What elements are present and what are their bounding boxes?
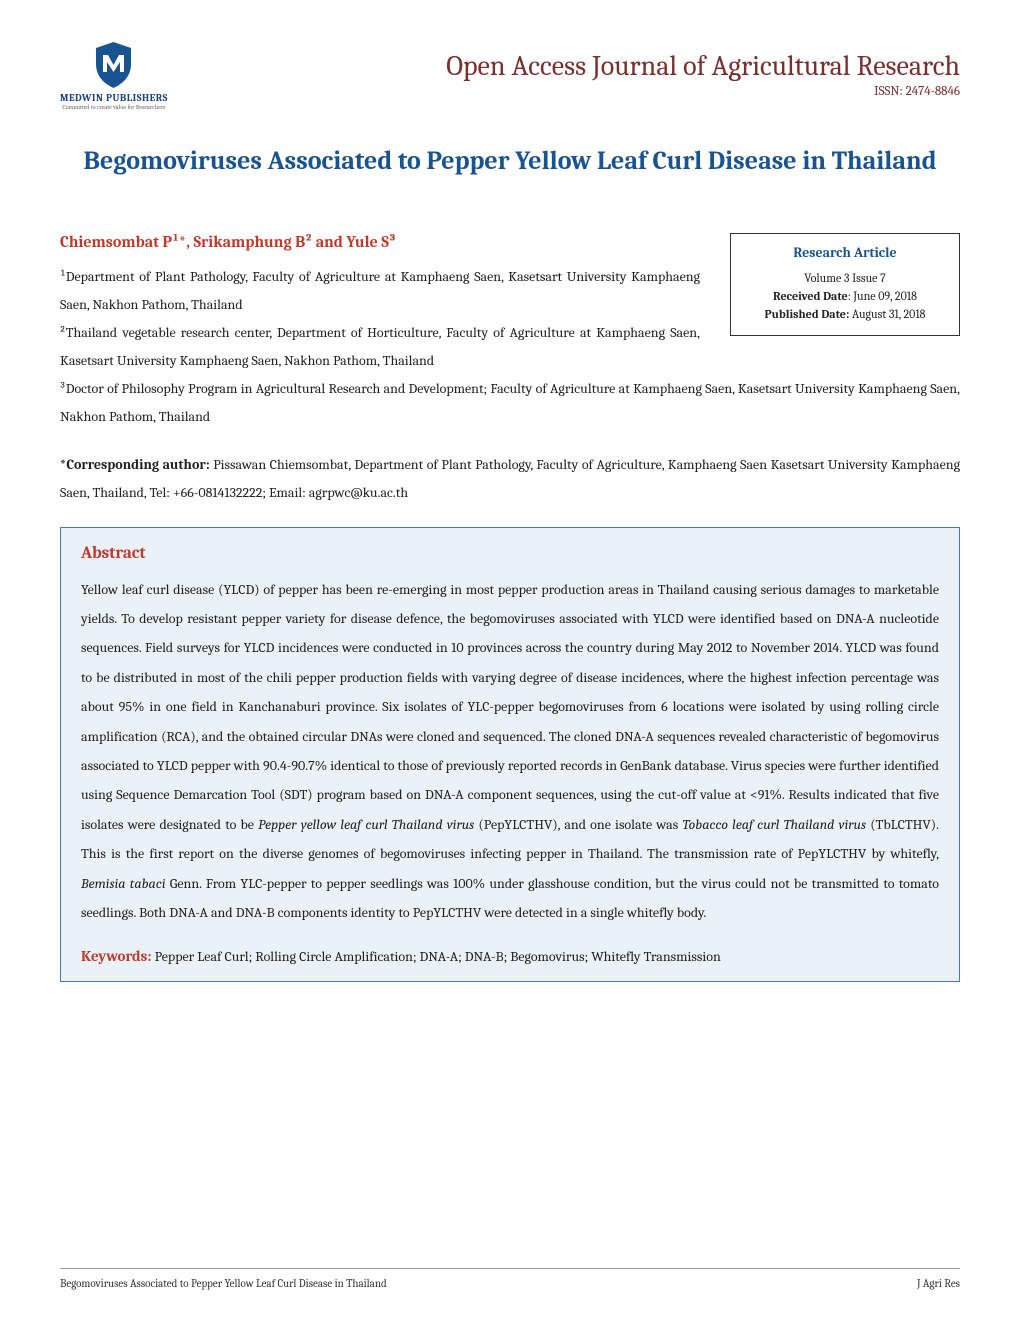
published-date: Published Date: August 31, 2018	[743, 307, 947, 321]
corresponding-author: *Corresponding author: Pissawan Chiemsom…	[60, 451, 960, 507]
abstract-box: Abstract Yellow leaf curl disease (YLCD)…	[60, 527, 960, 983]
footer-left: Begomoviruses Associated to Pepper Yello…	[60, 1277, 387, 1290]
journal-title-section: Open Access Journal of Agricultural Rese…	[198, 40, 960, 99]
page-header: MEDWIN PUBLISHERS Committed to create va…	[60, 40, 960, 111]
abstract-italic-3: Bemisia tabaci	[81, 875, 166, 892]
publisher-name: MEDWIN PUBLISHERS	[60, 92, 168, 104]
abstract-italic-2: Tobacco leaf curl Thailand virus	[682, 816, 866, 833]
abstract-part-2: (PepYLCTHV), and one isolate was	[474, 816, 682, 833]
keywords-text: Pepper Leaf Curl; Rolling Circle Amplifi…	[151, 948, 720, 965]
corresponding-label: *Corresponding author:	[60, 456, 210, 473]
received-value: : June 09, 2018	[848, 289, 917, 303]
logo-shield-icon	[91, 40, 136, 90]
article-title: Begomoviruses Associated to Pepper Yello…	[60, 141, 960, 183]
affiliation-3: ³Doctor of Philosophy Program in Agricul…	[60, 380, 960, 425]
volume-issue: Volume 3 Issue 7	[743, 271, 947, 285]
published-label: Published Date:	[764, 307, 849, 321]
article-type: Research Article	[743, 244, 947, 261]
authors-section: Chiemsombat P¹*, Srikamphung B² and Yule…	[60, 233, 960, 507]
abstract-italic-1: Pepper yellow leaf curl Thailand virus	[258, 816, 474, 833]
page-footer: Begomoviruses Associated to Pepper Yello…	[60, 1268, 960, 1290]
published-value: August 31, 2018	[849, 307, 925, 321]
publisher-tagline: Committed to create value for Researcher…	[63, 104, 166, 111]
footer-right: J Agri Res	[917, 1277, 960, 1290]
publisher-logo: MEDWIN PUBLISHERS Committed to create va…	[60, 40, 168, 111]
abstract-title: Abstract	[81, 544, 939, 563]
received-date: Received Date: June 09, 2018	[743, 289, 947, 303]
affiliation-1: ¹Department of Plant Pathology, Faculty …	[60, 268, 700, 313]
article-info-box: Research Article Volume 3 Issue 7 Receiv…	[730, 233, 960, 336]
journal-issn: ISSN: 2474-8846	[198, 84, 960, 99]
journal-title: Open Access Journal of Agricultural Rese…	[198, 50, 960, 82]
keywords-label: Keywords:	[81, 947, 151, 965]
keywords-line: Keywords: Pepper Leaf Curl; Rolling Circ…	[81, 947, 939, 965]
authors-line: Chiemsombat P¹*, Srikamphung B² and Yule…	[60, 233, 700, 251]
abstract-part-1: Yellow leaf curl disease (YLCD) of peppe…	[81, 581, 939, 833]
affiliation-2-part1: ²Thailand vegetable research center, Dep…	[60, 324, 700, 369]
abstract-text: Yellow leaf curl disease (YLCD) of peppe…	[81, 575, 939, 928]
abstract-part-4: Genn. From YLC-pepper to pepper seedling…	[81, 875, 939, 921]
received-label: Received Date	[773, 289, 848, 303]
